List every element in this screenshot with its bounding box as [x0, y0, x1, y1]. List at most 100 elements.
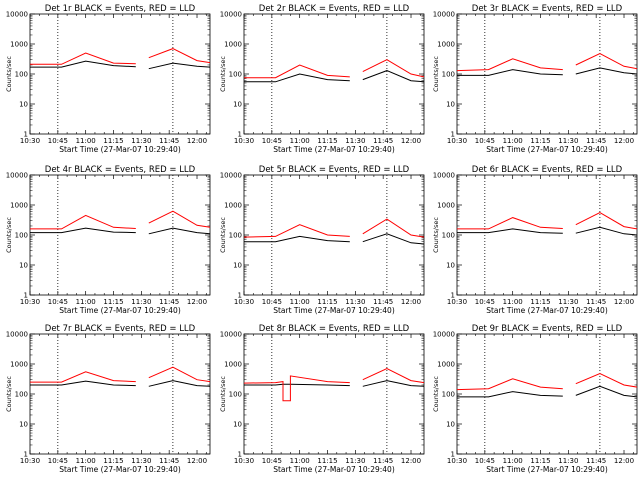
y-tick-label: 10 — [446, 421, 455, 429]
y-tick-label: 10 — [446, 262, 455, 270]
panel-title: Det 8r BLACK = Events, RED = LLD — [259, 324, 410, 334]
x-tick-label: 12:00 — [401, 457, 421, 465]
x-tick-label: 11:30 — [558, 298, 578, 306]
x-tick-label: 11:30 — [345, 298, 365, 306]
panel-title: Det 5r BLACK = Events, RED = LLD — [259, 165, 410, 175]
series-2-segment-2 — [575, 373, 638, 388]
y-axis-label: Counts/sec — [432, 217, 440, 253]
x-tick-label: 11:45 — [586, 137, 606, 145]
x-tick-label: 10:45 — [48, 137, 68, 145]
x-tick-label: 12:00 — [187, 298, 207, 306]
plot-frame — [243, 13, 425, 135]
x-tick-label: 11:15 — [530, 298, 550, 306]
x-tick-label: 12:00 — [187, 457, 207, 465]
x-tick-label: 11:00 — [76, 137, 96, 145]
x-tick-label: 12:00 — [401, 298, 421, 306]
x-tick-label: 11:15 — [530, 137, 550, 145]
x-tick-label: 12:00 — [614, 137, 634, 145]
x-tick-label: 10:30 — [447, 298, 467, 306]
x-tick-label: 11:00 — [76, 457, 96, 465]
x-axis-label: Start Time (27-Mar-07 10:29:40) — [59, 306, 181, 315]
y-tick-label: 10 — [233, 101, 242, 109]
y-tick-label: 1000 — [437, 202, 455, 210]
x-tick-label: 11:45 — [159, 298, 179, 306]
y-tick-label: 10000 — [220, 11, 242, 19]
y-tick-label: 10000 — [6, 331, 28, 339]
series-1-segment-1 — [244, 383, 350, 387]
y-axis-label: Counts/sec — [219, 56, 227, 92]
x-axis-label: Start Time (27-Mar-07 10:29:40) — [486, 145, 608, 154]
y-tick-label: 1000 — [224, 41, 242, 49]
x-tick-label: 11:45 — [586, 298, 606, 306]
x-tick-label: 10:30 — [234, 298, 254, 306]
x-tick-label: 11:15 — [530, 457, 550, 465]
x-tick-label: 10:45 — [48, 457, 68, 465]
plot-frame — [456, 174, 638, 296]
x-tick-label: 11:00 — [290, 298, 310, 306]
y-tick-label: 100 — [229, 232, 242, 240]
y-axis-label: Counts/sec — [219, 217, 227, 253]
x-tick-label: 11:45 — [586, 457, 606, 465]
y-tick-label: 10 — [19, 101, 28, 109]
x-tick-label: 12:00 — [614, 298, 634, 306]
x-axis-label: Start Time (27-Mar-07 10:29:40) — [59, 465, 181, 474]
x-tick-label: 11:30 — [131, 457, 151, 465]
panel-title: Det 1r BLACK = Events, RED = LLD — [45, 4, 196, 14]
y-tick-label: 1 — [451, 292, 455, 300]
y-tick-label: 1 — [238, 292, 242, 300]
y-tick-label: 1 — [451, 451, 455, 459]
x-tick-label: 11:00 — [503, 137, 523, 145]
y-tick-label: 10 — [19, 421, 28, 429]
y-tick-label: 1000 — [10, 41, 28, 49]
series-1-segment-1 — [30, 227, 136, 234]
y-tick-label: 10000 — [433, 331, 455, 339]
x-tick-label: 10:30 — [447, 137, 467, 145]
x-tick-label: 10:45 — [475, 298, 495, 306]
x-tick-label: 12:00 — [187, 137, 207, 145]
series-1-segment-1 — [30, 60, 136, 68]
x-tick-label: 11:45 — [159, 137, 179, 145]
series-2-segment-1 — [456, 378, 563, 391]
x-tick-label: 11:30 — [131, 137, 151, 145]
x-tick-label: 11:00 — [503, 457, 523, 465]
detector-panel-5: Det 5r BLACK = Events, RED = LLD 10:30 10:… — [219, 165, 425, 315]
series-2-segment-2 — [148, 48, 211, 64]
series-1-segment-2 — [148, 380, 211, 387]
x-tick-label: 10:45 — [262, 137, 282, 145]
series-2-segment-1 — [456, 58, 563, 72]
panel-title: Det 3r BLACK = Events, RED = LLD — [472, 4, 623, 14]
series-1-segment-1 — [30, 380, 136, 387]
series-1-segment-2 — [148, 62, 211, 70]
series-2-segment-2 — [148, 210, 211, 228]
y-tick-label: 1000 — [10, 202, 28, 210]
y-tick-label: 10000 — [220, 331, 242, 339]
plot-frame — [29, 13, 211, 135]
y-tick-label: 10000 — [220, 172, 242, 180]
y-tick-label: 10 — [233, 262, 242, 270]
x-tick-label: 11:45 — [373, 298, 393, 306]
y-tick-label: 10000 — [6, 11, 28, 19]
plot-frame — [29, 333, 211, 455]
series-2-segment-2 — [362, 368, 425, 384]
x-tick-label: 11:15 — [103, 137, 123, 145]
panel-title: Det 7r BLACK = Events, RED = LLD — [45, 324, 196, 334]
y-tick-label: 100 — [229, 391, 242, 399]
x-tick-label: 11:45 — [373, 137, 393, 145]
y-tick-label: 10000 — [433, 11, 455, 19]
series-2-segment-2 — [575, 212, 638, 230]
y-axis-label: Counts/sec — [5, 376, 13, 412]
x-tick-label: 10:30 — [20, 137, 40, 145]
y-tick-label: 1000 — [437, 361, 455, 369]
x-tick-label: 10:30 — [447, 457, 467, 465]
x-tick-label: 10:45 — [262, 457, 282, 465]
y-tick-label: 1 — [24, 131, 28, 139]
y-tick-label: 10 — [446, 101, 455, 109]
y-tick-label: 1000 — [224, 202, 242, 210]
x-tick-label: 10:30 — [234, 457, 254, 465]
series-2-segment-2 — [362, 218, 425, 238]
series-1-segment-2 — [575, 226, 638, 236]
x-tick-label: 11:30 — [131, 298, 151, 306]
y-tick-label: 1 — [24, 451, 28, 459]
x-axis-label: Start Time (27-Mar-07 10:29:40) — [273, 465, 395, 474]
